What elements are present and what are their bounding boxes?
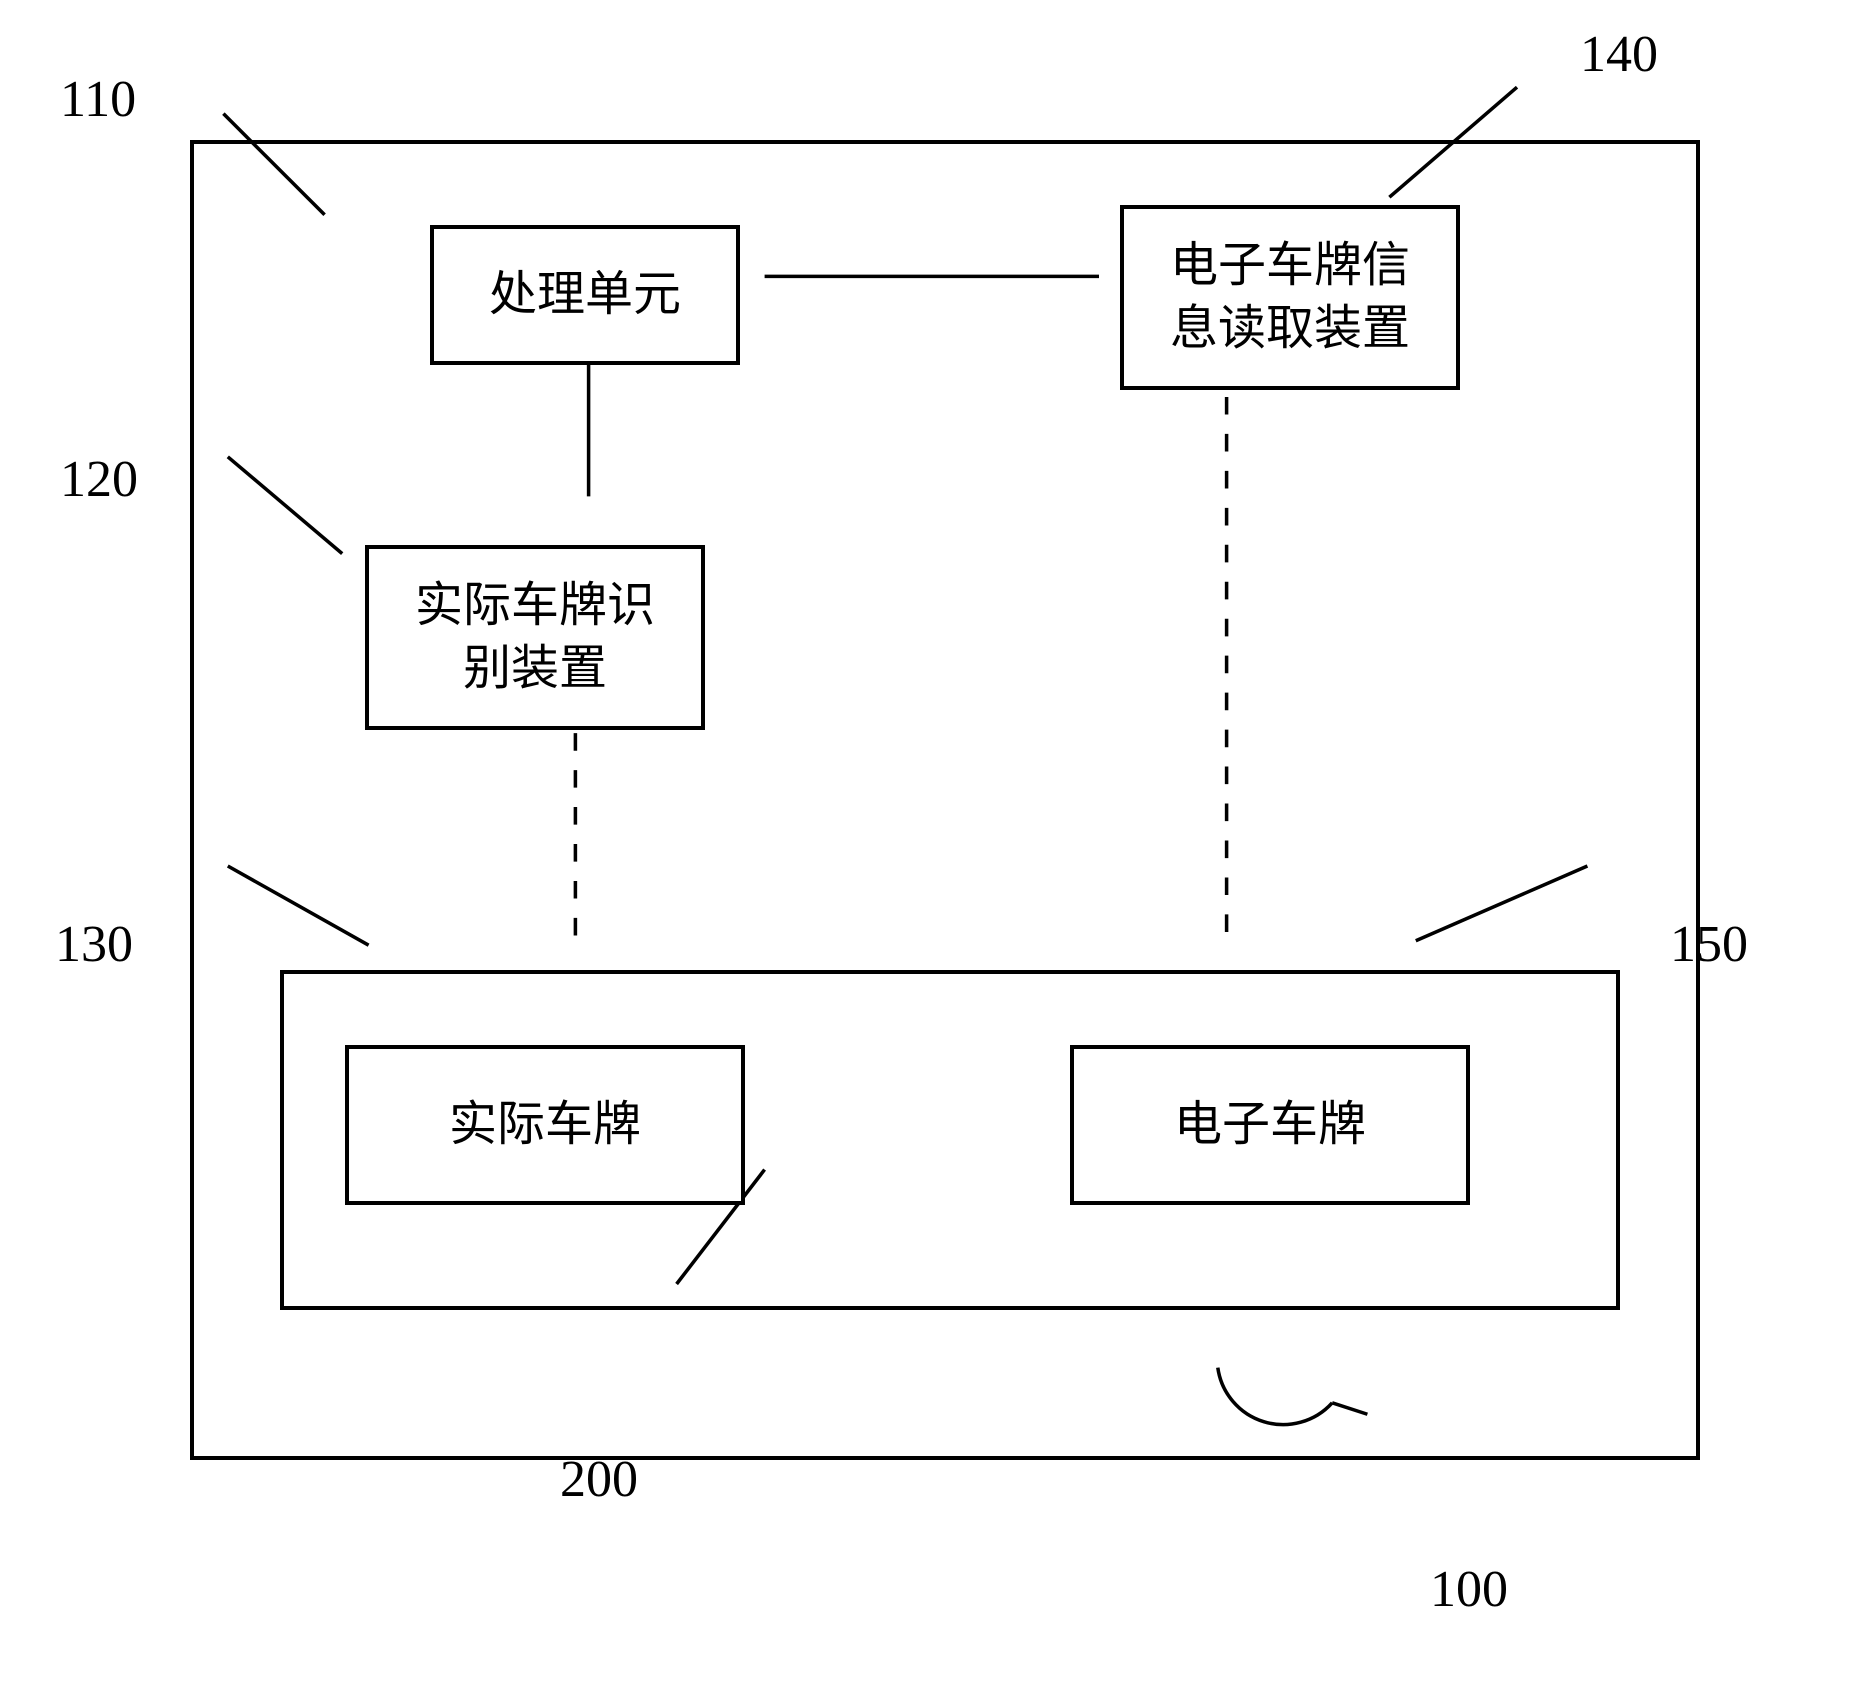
node-eplate-reader-label-line2: 息读取装置	[1170, 298, 1410, 360]
node-eplate-reader: 电子车牌信 息读取装置	[1120, 205, 1460, 390]
ref-label-200: 200	[560, 1450, 638, 1509]
node-plate-recognizer-label-line1: 实际车牌识	[415, 575, 655, 637]
node-plate-recognizer: 实际车牌识 别装置	[365, 545, 705, 730]
diagram-container: 处理单元 电子车牌信 息读取装置 实际车牌识 别装置 实际车牌 电子车牌 110…	[190, 140, 1700, 1460]
node-electronic-plate-label: 电子车牌	[1174, 1094, 1366, 1156]
node-electronic-plate: 电子车牌	[1070, 1045, 1470, 1205]
node-processing-unit: 处理单元	[430, 225, 740, 365]
ref-label-100: 100	[1430, 1560, 1508, 1619]
node-eplate-reader-label-line1: 电子车牌信	[1170, 235, 1410, 297]
node-actual-plate-label: 实际车牌	[449, 1094, 641, 1156]
ref-label-140: 140	[1580, 25, 1658, 84]
ref-label-120: 120	[60, 450, 138, 509]
node-actual-plate: 实际车牌	[345, 1045, 745, 1205]
ref-label-150: 150	[1670, 915, 1748, 974]
ref-label-130: 130	[55, 915, 133, 974]
ref-label-110: 110	[60, 70, 136, 129]
node-processing-unit-label: 处理单元	[489, 264, 681, 326]
node-plate-recognizer-label-line2: 别装置	[415, 638, 655, 700]
